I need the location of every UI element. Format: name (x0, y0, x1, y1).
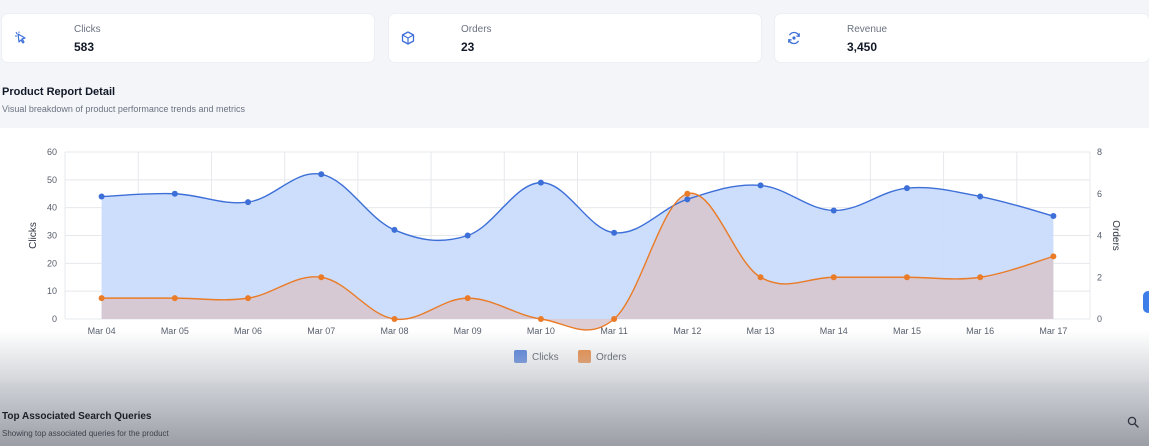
report-title: Product Report Detail (2, 86, 116, 98)
clicks-data-point (830, 207, 837, 214)
clicks-data-point (903, 185, 910, 192)
stats-row: Clicks 583 Orders 23 Revenue 3,450 (0, 14, 1149, 62)
orders-data-point (684, 190, 691, 197)
clicks-data-point (171, 190, 178, 197)
clicks-data-point (611, 229, 618, 236)
stat-card-clicks: Clicks 583 (2, 14, 374, 62)
y-tick-label: 50 (47, 175, 57, 185)
x-tick-label: Mar 05 (161, 326, 189, 336)
orders-data-point (611, 316, 618, 322)
stat-value: 23 (461, 40, 475, 54)
orders-data-point (537, 316, 544, 322)
box-icon (401, 31, 415, 45)
y-axis-title: Clicks (28, 222, 39, 249)
y-tick-label: 30 (47, 231, 57, 241)
stat-value: 583 (74, 40, 95, 54)
queries-title: Top Associated Search Queries (2, 411, 152, 422)
x-tick-label: Mar 13 (747, 326, 775, 336)
clicks-data-point (537, 179, 544, 186)
legend-swatch-orders (578, 350, 591, 363)
stat-value: 3,450 (847, 40, 878, 54)
clicks-data-point (464, 232, 471, 239)
x-tick-label: Mar 11 (600, 326, 627, 336)
orders-data-point (171, 295, 178, 302)
x-tick-label: Mar 15 (893, 326, 921, 336)
cursor-click-icon (15, 31, 26, 44)
orders-data-point (98, 295, 105, 302)
y-tick-label: 0 (52, 314, 57, 324)
orders-data-point (245, 295, 252, 302)
legend-swatch-clicks (514, 350, 527, 363)
orders-data-point (903, 274, 910, 281)
search-icon[interactable] (1127, 416, 1139, 428)
x-tick-label: Mar 17 (1039, 326, 1067, 336)
report-subtitle: Visual breakdown of product performance … (2, 104, 245, 114)
stat-label: Orders (461, 24, 492, 35)
y2-tick-label: 2 (1097, 272, 1102, 282)
clicks-data-point (391, 226, 398, 233)
clicks-data-point (757, 182, 764, 189)
chart-card: 0 10 20 30 40 50 60 0 2 4 6 8 Mar 04 Mar 05 Mar 06 Mar … (0, 128, 1149, 382)
clicks-data-point (98, 193, 105, 200)
y-tick-label: 40 (47, 203, 57, 213)
stat-label: Clicks (74, 24, 101, 35)
y2-tick-label: 8 (1097, 147, 1102, 157)
x-tick-label: Mar 16 (966, 326, 994, 336)
orders-area (101, 193, 1054, 330)
orders-data-point (757, 274, 764, 281)
legend-label-orders: Orders (596, 352, 627, 363)
orders-series-line (101, 192, 1054, 331)
clicks-data-point (977, 193, 984, 200)
y-tick-label: 60 (47, 147, 57, 157)
y2-tick-label: 6 (1097, 189, 1102, 199)
orders-data-point (830, 274, 837, 281)
y-tick-label: 20 (47, 258, 57, 268)
x-tick-label: Mar 08 (380, 326, 408, 336)
clicks-data-point (245, 199, 252, 206)
x-tick-label: Mar 06 (234, 326, 262, 336)
orders-data-point (318, 274, 325, 281)
clicks-data-point (318, 171, 325, 178)
x-tick-label: Mar 07 (307, 326, 335, 336)
x-tick-label: Mar 14 (820, 326, 848, 336)
stat-card-orders: Orders 23 (389, 14, 761, 62)
x-tick-label: Mar 10 (527, 326, 555, 336)
y2-tick-label: 0 (1097, 314, 1102, 324)
orders-data-point (977, 274, 984, 281)
x-tick-label: Mar 12 (673, 326, 701, 336)
y2-axis-title: Orders (1110, 220, 1121, 251)
product-report-chart: 0 10 20 30 40 50 60 0 2 4 6 8 Mar 04 Mar 05 Mar 06 Mar … (28, 147, 1121, 363)
clicks-data-point (684, 196, 691, 203)
y-tick-label: 10 (47, 286, 57, 296)
stat-card-revenue: Revenue 3,450 (775, 14, 1149, 62)
orders-data-point (391, 316, 398, 322)
clicks-series-line (101, 173, 1054, 242)
x-tick-label: Mar 09 (454, 326, 482, 336)
x-tick-label: Mar 04 (88, 326, 116, 336)
scroll-handle[interactable] (1143, 291, 1149, 313)
stat-label: Revenue (847, 24, 888, 35)
orders-data-point (464, 295, 471, 302)
clicks-data-point (1050, 213, 1057, 220)
queries-subtitle: Showing top associated queries for the p… (2, 429, 169, 438)
legend-label-clicks: Clicks (532, 352, 559, 363)
revenue-icon (788, 31, 800, 45)
y2-tick-label: 4 (1097, 231, 1102, 241)
orders-data-point (1050, 253, 1057, 260)
